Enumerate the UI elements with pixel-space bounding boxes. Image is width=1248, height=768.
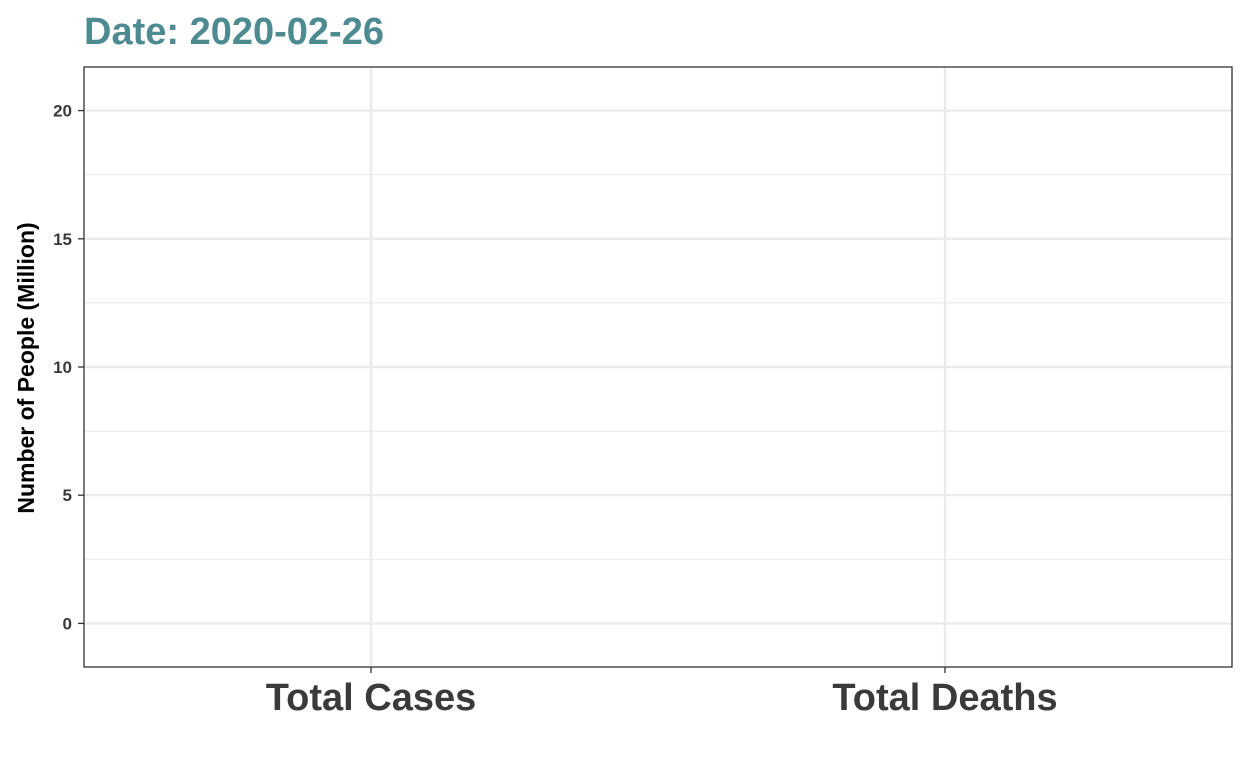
y-axis-label: Number of People (Million) <box>13 222 39 513</box>
y-tick-label: 15 <box>53 230 72 249</box>
y-axis-ticks: 0 5 10 15 20 <box>53 102 84 633</box>
x-tick-label: Total Deaths <box>832 677 1057 719</box>
grid-lines <box>84 67 1232 667</box>
y-tick-label: 5 <box>63 486 72 505</box>
y-tick-label: 10 <box>53 358 72 377</box>
y-tick-label: 20 <box>53 102 72 121</box>
x-axis-ticks: Total Cases Total Deaths <box>266 667 1058 719</box>
x-tick-label: Total Cases <box>266 677 476 719</box>
y-tick-label: 0 <box>63 614 72 633</box>
chart-title: Date: 2020-02-26 <box>84 11 384 53</box>
